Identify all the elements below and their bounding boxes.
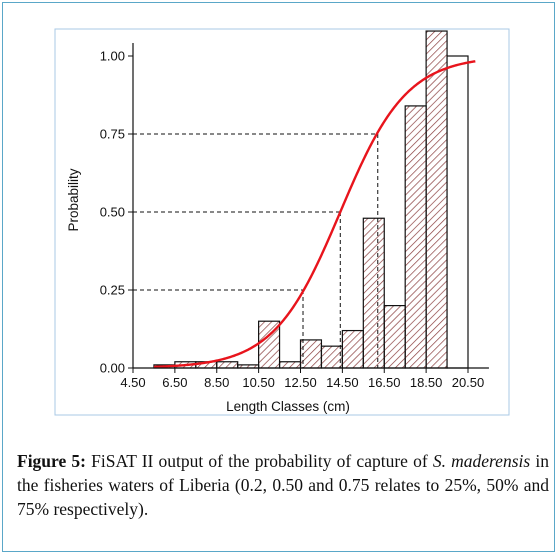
caption-text-before: FiSAT II output of the probability of ca…: [86, 451, 433, 471]
x-tick-label: 14.50: [326, 375, 359, 390]
histogram-bar: [383, 305, 406, 369]
y-axis-title: Probability: [66, 168, 81, 231]
x-axis-ticks: 4.50 6.50 8.50 10.50 12.50 14.50 16.50 18.50 20.…: [120, 368, 484, 390]
x-tick-label: 12.50: [284, 375, 317, 390]
x-tick-label: 6.50: [162, 375, 187, 390]
caption-species: S. maderensis: [432, 451, 531, 471]
histogram-bar: [299, 339, 323, 369]
caption-label: Figure 5:: [17, 451, 86, 471]
y-axis-ticks: 0.00 0.25 0.50 0.75 1.00: [100, 49, 133, 376]
logistic-curve-line: [153, 60, 476, 369]
y-tick-label: 0.50: [100, 205, 125, 220]
y-tick-label: 0.00: [100, 361, 125, 376]
x-tick-label: 4.50: [120, 375, 145, 390]
x-tick-label: 10.50: [242, 375, 275, 390]
histogram-bar: [320, 345, 343, 369]
histogram-bar: [362, 217, 385, 369]
histogram-bar: [425, 30, 448, 369]
histogram-bar: [216, 361, 239, 369]
x-axis-title: Length Classes (cm): [226, 399, 350, 414]
x-tick-label: 20.50: [452, 375, 485, 390]
x-tick-label: 16.50: [368, 375, 401, 390]
x-tick-label: 18.50: [410, 375, 443, 390]
logistic-curve: [153, 60, 476, 369]
capture-probability-chart: 0.00 0.25 0.50 0.75 1.00 4.50 6.50 8.50 10.50 12…: [54, 28, 510, 416]
y-tick-label: 0.75: [100, 127, 125, 142]
figure-frame: 0.00 0.25 0.50 0.75 1.00 4.50 6.50 8.50 10.50 12…: [2, 2, 555, 552]
histogram-bar: [278, 361, 302, 369]
x-tick-label: 8.50: [204, 375, 229, 390]
histogram-bar: [341, 329, 364, 369]
histogram-bar: [404, 105, 427, 369]
histogram-bar: [446, 55, 469, 369]
y-tick-label: 0.25: [100, 283, 125, 298]
axes: [132, 43, 489, 369]
y-tick-label: 1.00: [100, 49, 125, 64]
caption-text-after: in the fisheries waters of Liberia (0.2,…: [17, 451, 549, 519]
figure-caption: Figure 5: FiSAT II output of the probabi…: [17, 449, 549, 521]
reference-lines: [133, 133, 379, 368]
histogram-bars: [153, 30, 469, 369]
